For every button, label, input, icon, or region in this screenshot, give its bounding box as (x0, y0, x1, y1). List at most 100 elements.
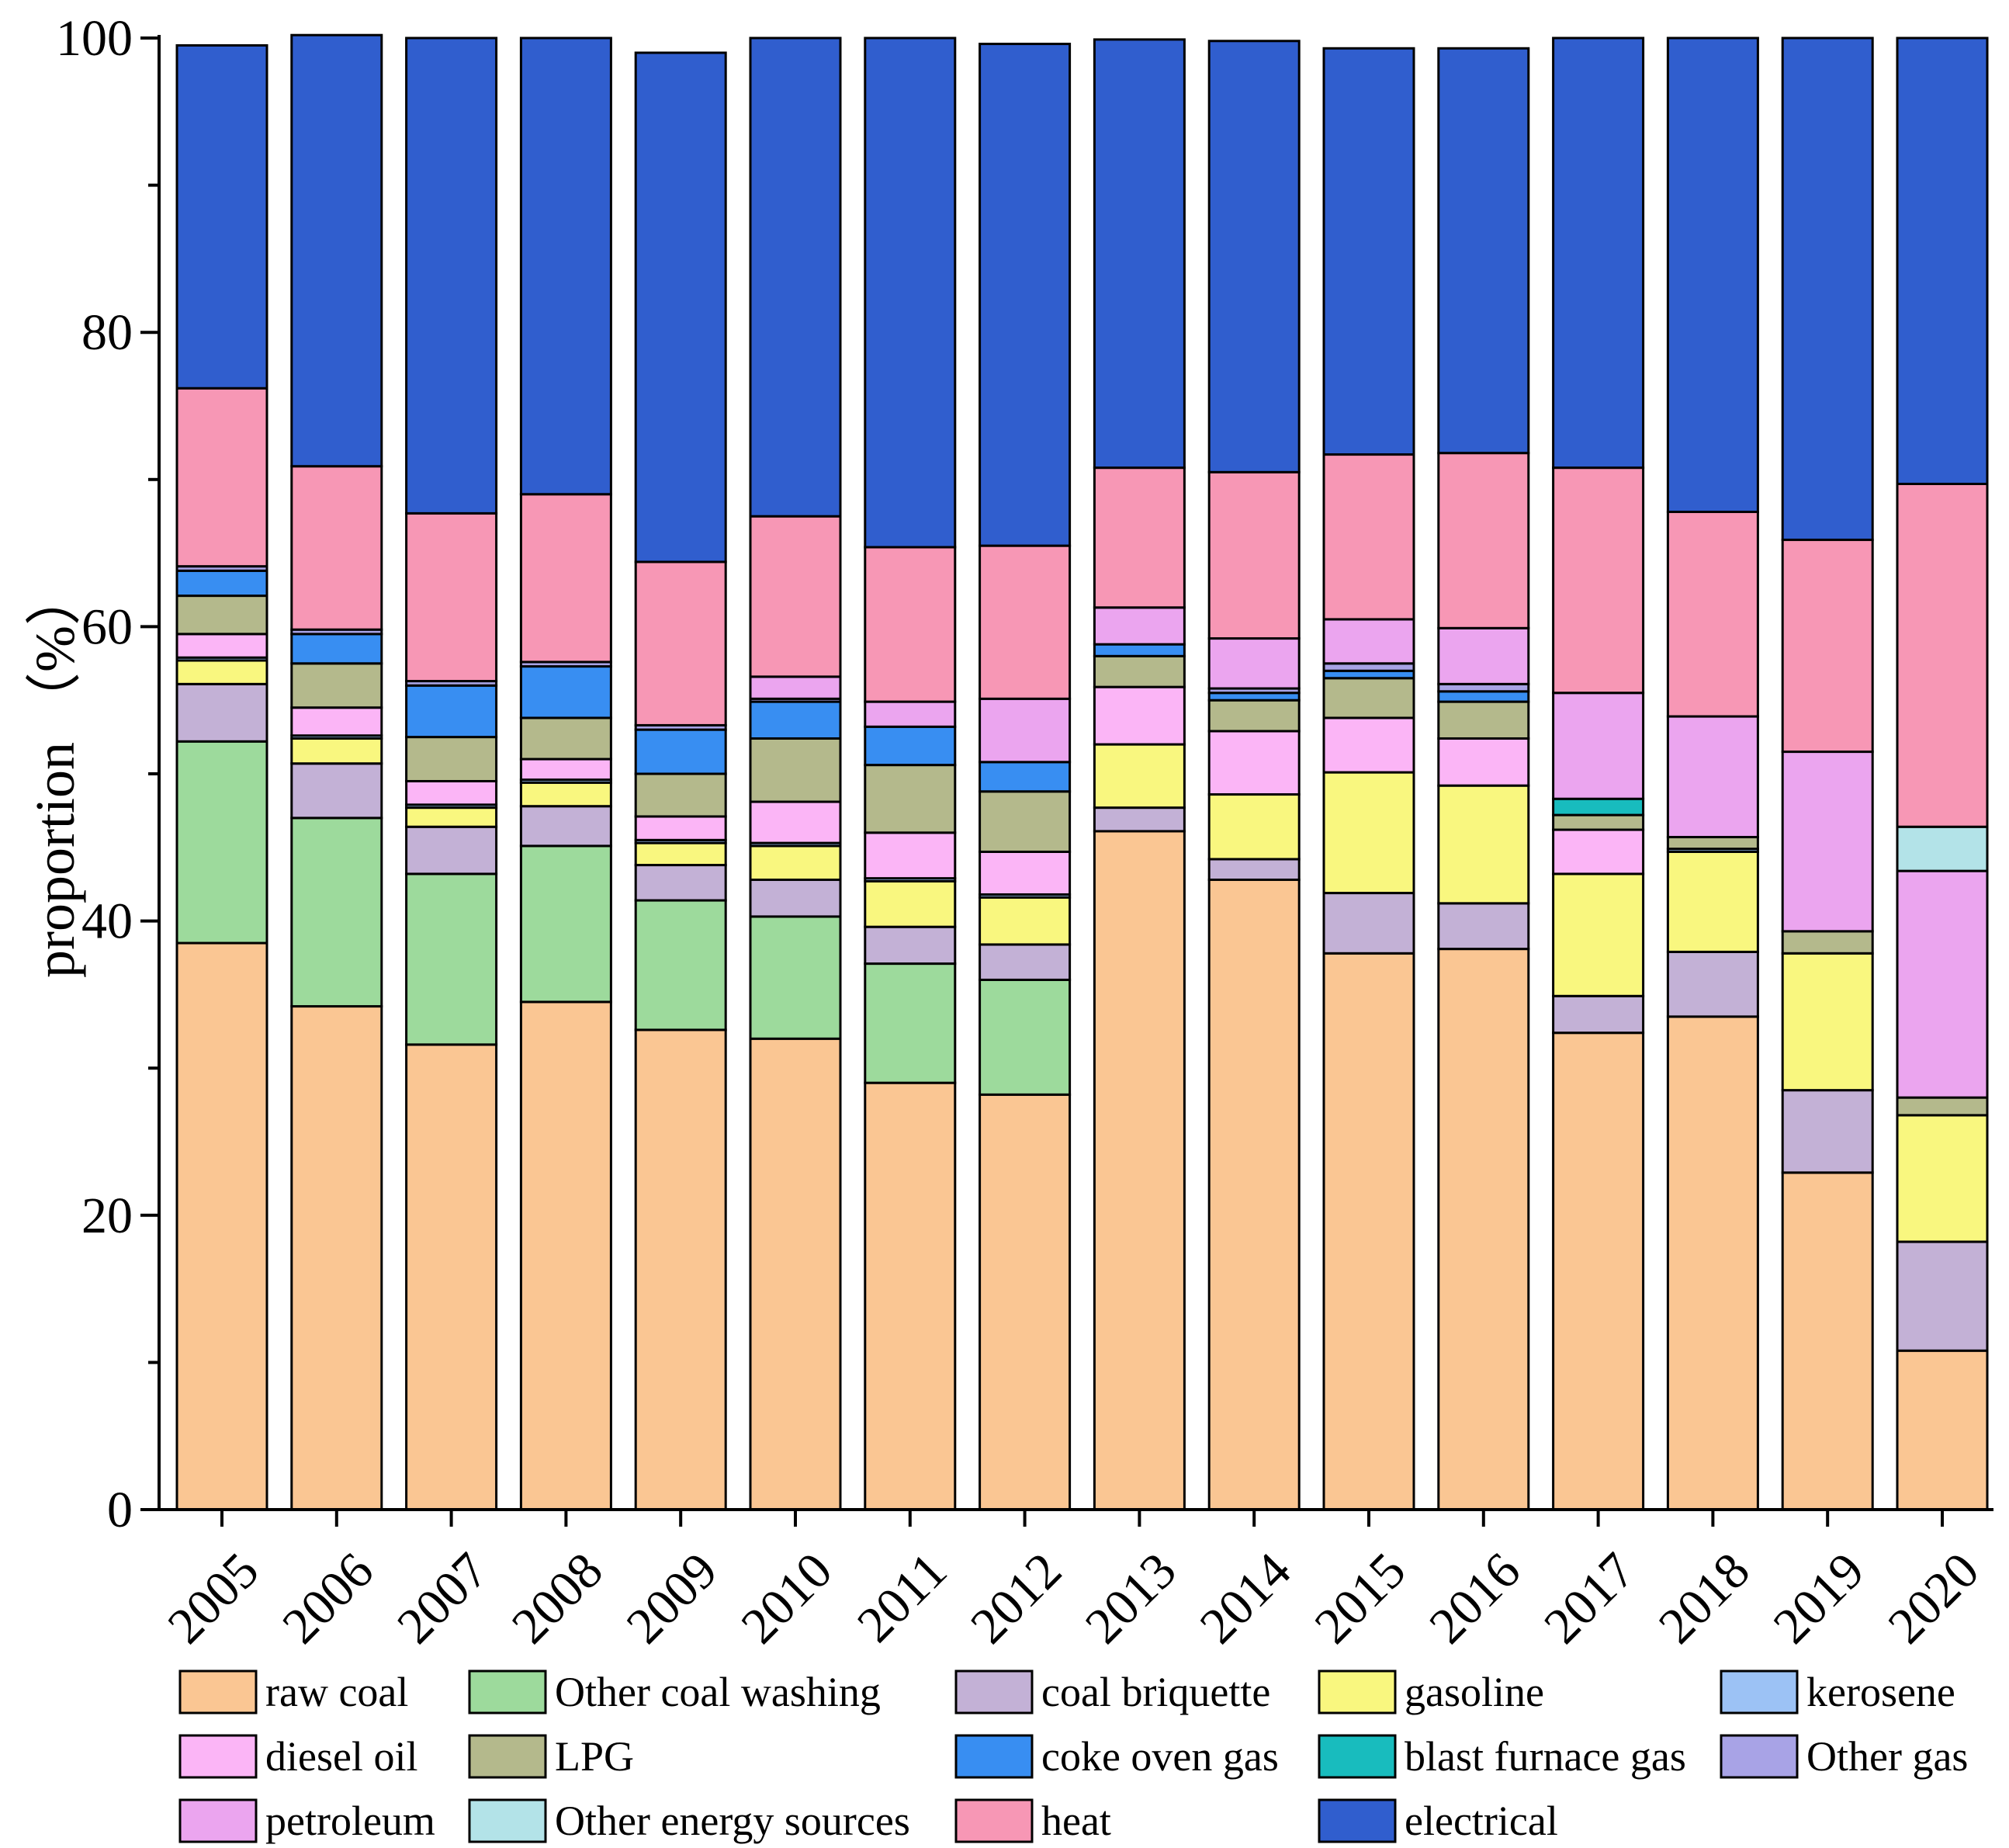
y-tick-label: 0 (107, 1482, 133, 1538)
legend-swatch-petroleum (178, 1798, 258, 1843)
bar-heat-2013 (1093, 466, 1186, 609)
bar-lpg-2019 (1781, 930, 1874, 955)
bar-lpg-2015 (1322, 677, 1415, 719)
bar-other-coal-washing-2008 (519, 844, 612, 1004)
bar-petroleum-2016 (1437, 626, 1530, 685)
bar-diesel-oil-2008 (519, 758, 612, 782)
bar-group-2008 (519, 36, 612, 1511)
bar-raw-coal-2016 (1437, 948, 1530, 1511)
bar-lpg-2010 (749, 737, 842, 803)
legend-item-kerosene: kerosene (1720, 1669, 1955, 1715)
bar-other-coal-washing-2012 (979, 978, 1072, 1096)
bar-raw-coal-2013 (1093, 830, 1186, 1511)
bar-gasoline-2014 (1207, 793, 1301, 861)
bar-lpg-2018 (1666, 836, 1759, 851)
bar-heat-2006 (290, 465, 383, 631)
bar-coke-oven-gas-2012 (979, 761, 1072, 793)
bar-heat-2019 (1781, 539, 1874, 754)
bar-lpg-2012 (979, 790, 1072, 853)
bar-coke-oven-gas-2011 (864, 725, 957, 767)
x-tick-label: 2020 (1877, 1542, 1990, 1655)
legend-swatch-heat (954, 1798, 1034, 1843)
x-tick-label: 2010 (730, 1542, 843, 1655)
bar-other-coal-washing-2006 (290, 817, 383, 1008)
legend-swatch-coke-oven-gas (954, 1734, 1034, 1779)
bar-electrical-2013 (1093, 38, 1186, 470)
bar-group-2009 (634, 51, 727, 1511)
legend-item-raw-coal: raw coal (178, 1669, 408, 1715)
bar-coal-briquette-2012 (979, 943, 1072, 981)
bar-raw-coal-2009 (634, 1028, 727, 1511)
bar-electrical-2020 (1896, 36, 1989, 485)
bar-coke-oven-gas-2010 (749, 700, 842, 740)
bar-petroleum-2015 (1322, 618, 1415, 665)
bar-coal-briquette-2017 (1552, 994, 1645, 1035)
bar-lpg-2020 (1896, 1096, 1989, 1117)
bar-other-coal-washing-2011 (864, 962, 957, 1084)
bar-gasoline-2008 (519, 781, 612, 808)
x-tick-label: 2011 (847, 1542, 958, 1653)
legend-item-diesel-oil: diesel oil (178, 1733, 417, 1780)
legend-swatch-blast-furnace-gas (1318, 1734, 1397, 1779)
legend-label-kerosene: kerosene (1806, 1669, 1955, 1715)
bar-gasoline-2011 (864, 879, 957, 928)
bar-lpg-2013 (1093, 654, 1186, 688)
legend-item-other-gas: Other gas (1720, 1733, 1968, 1780)
bar-heat-2020 (1896, 482, 1989, 828)
bar-group-2017 (1552, 36, 1645, 1511)
bar-group-2015 (1322, 47, 1415, 1511)
bar-electrical-2015 (1322, 47, 1415, 456)
legend-item-petroleum: petroleum (178, 1798, 435, 1844)
y-tick-label: 40 (81, 893, 133, 950)
bar-electrical-2011 (864, 36, 957, 549)
bar-lpg-2009 (634, 772, 727, 818)
x-tick-label: 2018 (1648, 1542, 1761, 1655)
bar-gasoline-2009 (634, 841, 727, 867)
bar-raw-coal-2015 (1322, 952, 1415, 1511)
bar-electrical-2010 (749, 36, 842, 518)
legend-item-electrical: electrical (1318, 1798, 1558, 1844)
bar-gasoline-2018 (1666, 850, 1759, 953)
bar-coal-briquette-2006 (290, 762, 383, 820)
legend-label-lpg: LPG (555, 1733, 634, 1780)
x-tick-label: 2005 (157, 1542, 269, 1655)
bar-coal-briquette-2005 (175, 682, 268, 743)
bar-diesel-oil-2013 (1093, 685, 1186, 746)
bar-heat-2012 (979, 544, 1072, 700)
bar-coal-briquette-2019 (1781, 1089, 1874, 1174)
legend-label-diesel-oil: diesel oil (265, 1733, 417, 1780)
bar-heat-2018 (1666, 511, 1759, 718)
bar-diesel-oil-2015 (1322, 716, 1415, 774)
legend-item-heat: heat (954, 1798, 1111, 1844)
bar-diesel-oil-2012 (979, 850, 1072, 896)
bar-coal-briquette-2008 (519, 805, 612, 848)
legend-swatch-electrical (1318, 1798, 1397, 1843)
bar-coke-oven-gas-2009 (634, 728, 727, 775)
legend-label-heat: heat (1041, 1798, 1111, 1844)
bar-diesel-oil-2011 (864, 831, 957, 880)
bar-heat-2015 (1322, 453, 1415, 621)
bar-electrical-2007 (405, 36, 498, 515)
bar-petroleum-2019 (1781, 751, 1874, 933)
bar-group-2010 (749, 36, 842, 1511)
legend: raw coal Other coal washing coal briquette… (178, 1669, 1968, 1844)
bars-layer (175, 33, 1989, 1511)
legend-swatch-raw-coal (178, 1669, 258, 1715)
x-tick-label: 2013 (1075, 1542, 1187, 1655)
bar-diesel-oil-2007 (405, 779, 498, 806)
legend-label-other-energy-sources: Other energy sources (555, 1798, 910, 1844)
legend-swatch-other-coal-washing (468, 1669, 547, 1715)
bar-group-2014 (1207, 40, 1301, 1511)
bar-raw-coal-2019 (1781, 1171, 1874, 1511)
bar-other-coal-washing-2009 (634, 899, 727, 1031)
bar-group-2018 (1666, 36, 1759, 1511)
bar-electrical-2006 (290, 33, 383, 468)
x-tick-label: 2008 (501, 1542, 614, 1655)
bar-raw-coal-2017 (1552, 1031, 1645, 1511)
bar-raw-coal-2007 (405, 1043, 498, 1511)
bar-heat-2005 (175, 387, 268, 568)
y-tick-label: 80 (81, 304, 133, 361)
bar-group-2019 (1781, 36, 1874, 1511)
bar-diesel-oil-2005 (175, 633, 268, 659)
bar-other-energy-sources-2020 (1896, 825, 1989, 872)
